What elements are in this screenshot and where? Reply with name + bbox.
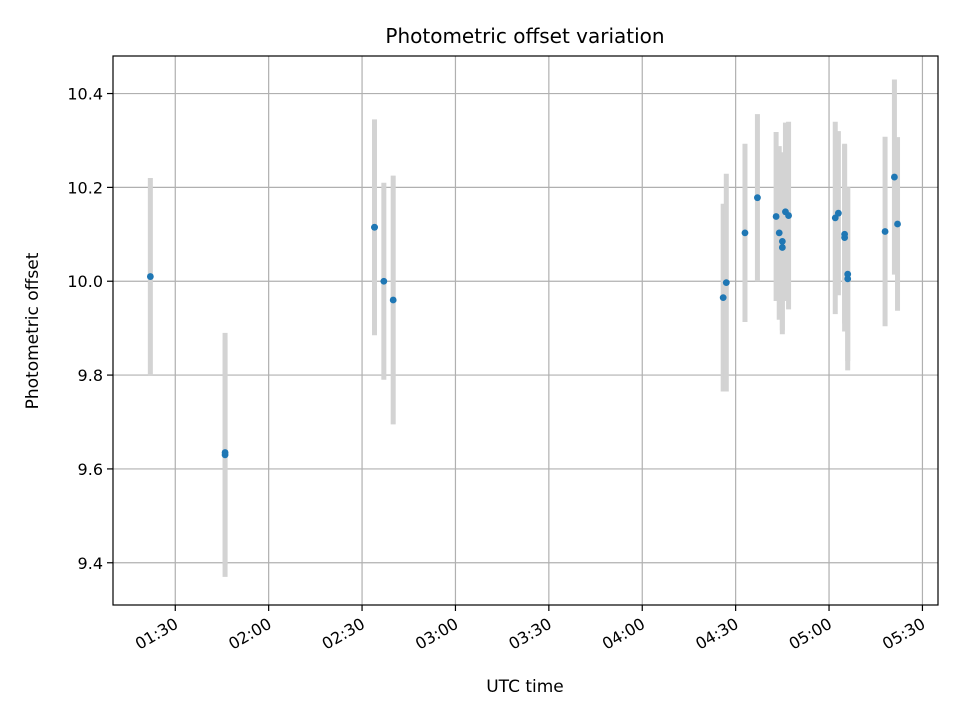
data-point: [719, 294, 727, 302]
grid-lines: [113, 56, 938, 605]
data-point: [894, 220, 901, 228]
y-tick-label: 9.4: [78, 554, 103, 573]
data-point: [785, 212, 792, 219]
y-tick-label: 9.6: [78, 460, 103, 479]
data-point: [221, 449, 229, 456]
y-tick-label: 10.0: [67, 272, 103, 291]
data-point: [754, 194, 761, 202]
data-point: [722, 279, 730, 287]
x-axis-title: UTC time: [486, 677, 564, 697]
data-point: [778, 244, 786, 251]
data-point: [772, 213, 780, 220]
data-point: [844, 275, 852, 283]
chart-title: Photometric offset variation: [385, 24, 664, 48]
data-points: [146, 173, 901, 459]
data-point: [741, 229, 749, 237]
data-point: [834, 209, 842, 217]
data-point: [891, 173, 898, 181]
y-axis-title: Photometric offset: [23, 252, 43, 409]
data-point: [380, 277, 388, 285]
y-axis: 9.4 9.6 9.8 10.0 10.2 10.4: [67, 85, 113, 573]
data-point: [389, 296, 397, 304]
data-point: [844, 270, 852, 278]
y-tick-label: 9.8: [78, 366, 103, 385]
y-tick-label: 10.4: [67, 85, 103, 104]
data-point: [841, 234, 849, 241]
y-tick-label: 10.2: [67, 178, 103, 197]
data-point: [775, 229, 783, 237]
data-point: [881, 228, 889, 235]
data-point: [371, 223, 378, 231]
data-point: [146, 273, 154, 280]
data-point: [778, 237, 786, 245]
plot-frame: [112, 55, 939, 606]
